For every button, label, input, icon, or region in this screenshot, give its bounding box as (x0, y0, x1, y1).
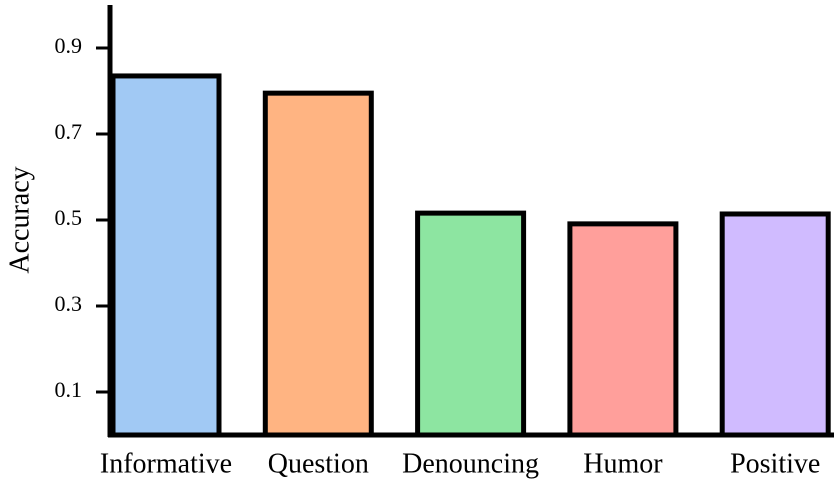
x-tick-label: Positive (730, 448, 820, 479)
y-tick-label: 0.3 (55, 291, 83, 316)
y-axis-label: Accuracy (4, 166, 35, 273)
y-tick-label: 0.5 (55, 205, 83, 230)
y-tick-label: 0.1 (55, 377, 83, 402)
bar (262, 90, 374, 438)
bar (415, 210, 527, 438)
x-tick-label: Informative (100, 448, 232, 479)
bar (567, 221, 679, 438)
x-tick-label: Denouncing (402, 448, 539, 479)
y-tick-label: 0.7 (55, 119, 83, 144)
bar (110, 73, 222, 438)
bar (719, 211, 831, 438)
y-tick-label: 0.9 (55, 33, 83, 58)
x-tick-label: Question (268, 448, 369, 479)
x-tick-label: Humor (583, 448, 663, 479)
